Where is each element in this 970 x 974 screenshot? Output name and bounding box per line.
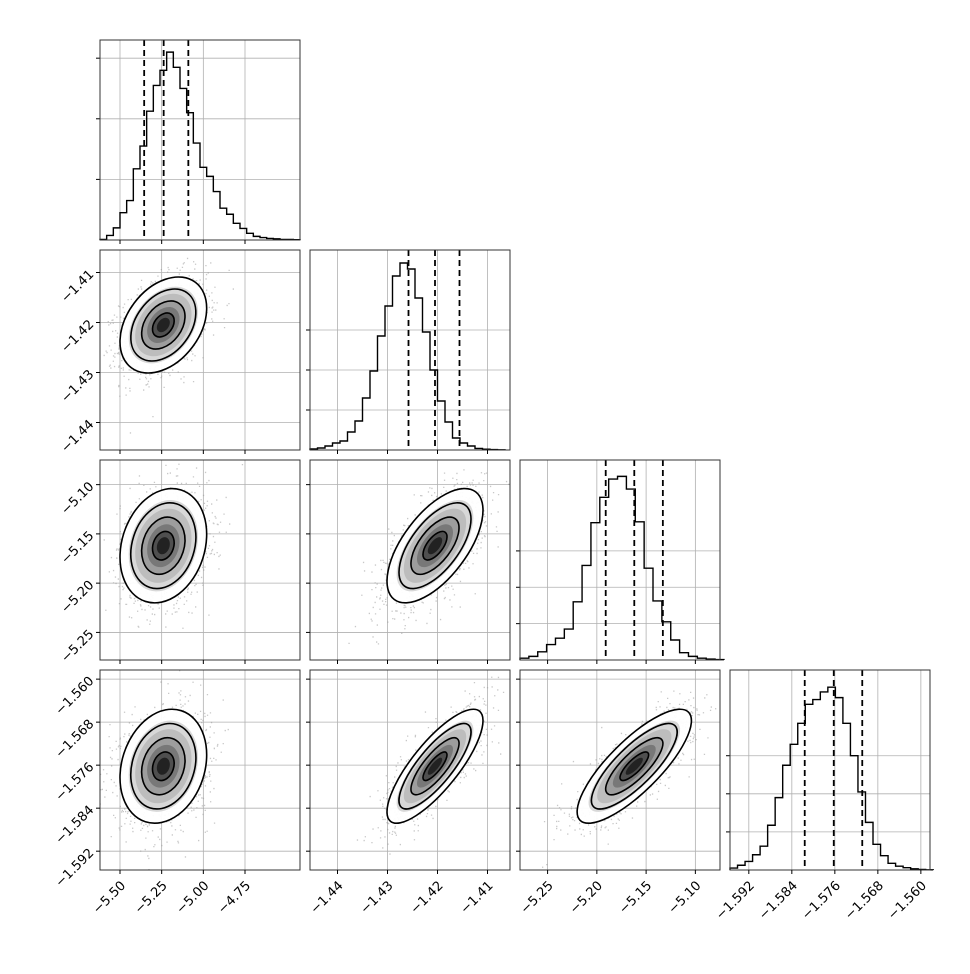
y-tick-label: −1.584: [53, 803, 98, 848]
panel-frame: [309, 669, 511, 871]
contour-line: [130, 288, 197, 362]
density-panel-3-1: [306, 669, 511, 874]
panel-frame: [309, 249, 511, 451]
density-panel-3-2: [516, 669, 721, 874]
contour-line: [151, 751, 175, 782]
density-panel-3-0: [96, 669, 301, 874]
y-tick-label: −5.15: [59, 529, 98, 568]
panel-content: [103, 257, 234, 434]
density-fill: [156, 757, 170, 775]
density-fill: [156, 537, 170, 555]
contour-line: [140, 516, 186, 576]
x-tick-label: −1.568: [842, 878, 887, 923]
contour-line: [386, 708, 484, 825]
x-tick-label: −1.41: [458, 878, 497, 917]
density-panel-1-0: [96, 249, 301, 454]
histogram-step: [519, 475, 725, 661]
panel-content: [100, 463, 244, 629]
histogram-panel-1: [306, 249, 511, 454]
contour-line: [590, 722, 678, 810]
histogram-step: [309, 262, 506, 451]
contour-line: [140, 736, 186, 796]
contour-line: [422, 751, 448, 782]
x-tick-label: −5.25: [518, 878, 557, 917]
panel-content: [100, 670, 229, 870]
panel-frame: [99, 459, 301, 661]
y-tick-label: −1.568: [53, 717, 98, 762]
y-tick-label: −1.560: [53, 674, 98, 719]
y-tick-label: −1.592: [53, 846, 98, 891]
histogram-panel-0: [96, 39, 301, 244]
contour-line: [386, 487, 484, 604]
y-tick-label: −1.43: [59, 367, 98, 406]
panel-frame: [309, 459, 511, 661]
contour-line: [410, 736, 460, 796]
contour-line: [410, 516, 460, 576]
contour-line: [151, 312, 175, 338]
y-tick-label: −1.576: [53, 760, 98, 805]
contour-line: [130, 502, 197, 590]
histogram-panel-3: [726, 669, 934, 874]
x-tick-label: −1.592: [713, 878, 758, 923]
contour-line: [140, 300, 186, 350]
panel-frame: [519, 669, 721, 871]
x-tick-label: −5.25: [132, 878, 171, 917]
y-tick-label: −5.25: [59, 627, 98, 666]
contour-line: [422, 530, 448, 561]
x-tick-label: −5.50: [90, 878, 129, 917]
histogram-step: [99, 51, 301, 241]
x-tick-label: −5.00: [174, 878, 213, 917]
contour-line: [119, 487, 208, 604]
contour-line: [119, 708, 208, 825]
contour-line: [130, 722, 197, 810]
density-fill: [156, 317, 170, 333]
contour-line: [398, 502, 472, 590]
x-tick-label: −5.20: [567, 878, 606, 917]
contour-line: [151, 530, 175, 561]
contour-line: [604, 736, 664, 796]
x-tick-label: −1.584: [756, 878, 801, 923]
panel-frame: [99, 39, 301, 241]
contour-line: [619, 751, 650, 782]
panel-frame: [99, 249, 301, 451]
panel-content: [356, 676, 510, 855]
y-tick-label: −1.44: [59, 417, 98, 456]
y-tick-label: −1.42: [59, 317, 98, 356]
density-panel-2-0: [96, 459, 301, 664]
x-tick-label: −1.43: [358, 878, 397, 917]
x-tick-label: −1.44: [308, 878, 347, 917]
panel-content: [542, 690, 717, 868]
x-tick-label: −1.576: [799, 878, 844, 923]
density-fill: [427, 537, 443, 555]
x-tick-label: −5.10: [666, 878, 705, 917]
histogram-panel-2: [516, 459, 725, 664]
panel-content: [348, 469, 510, 645]
density-fill: [625, 757, 643, 775]
y-tick-label: −5.20: [59, 578, 98, 617]
contour-line: [119, 276, 208, 374]
panel-frame: [99, 669, 301, 871]
y-tick-label: −1.41: [59, 267, 98, 306]
density-panel-2-1: [306, 459, 511, 664]
contour-line: [576, 708, 693, 825]
density-fill: [427, 757, 443, 775]
x-tick-label: −1.42: [408, 878, 447, 917]
x-tick-label: −4.75: [215, 878, 254, 917]
x-tick-label: −5.15: [616, 878, 655, 917]
y-tick-label: −5.10: [59, 479, 98, 518]
panel-frame: [519, 459, 721, 661]
contour-line: [398, 722, 472, 810]
histogram-step: [729, 686, 934, 871]
panel-frame: [729, 669, 931, 871]
x-tick-label: −1.560: [885, 878, 930, 923]
